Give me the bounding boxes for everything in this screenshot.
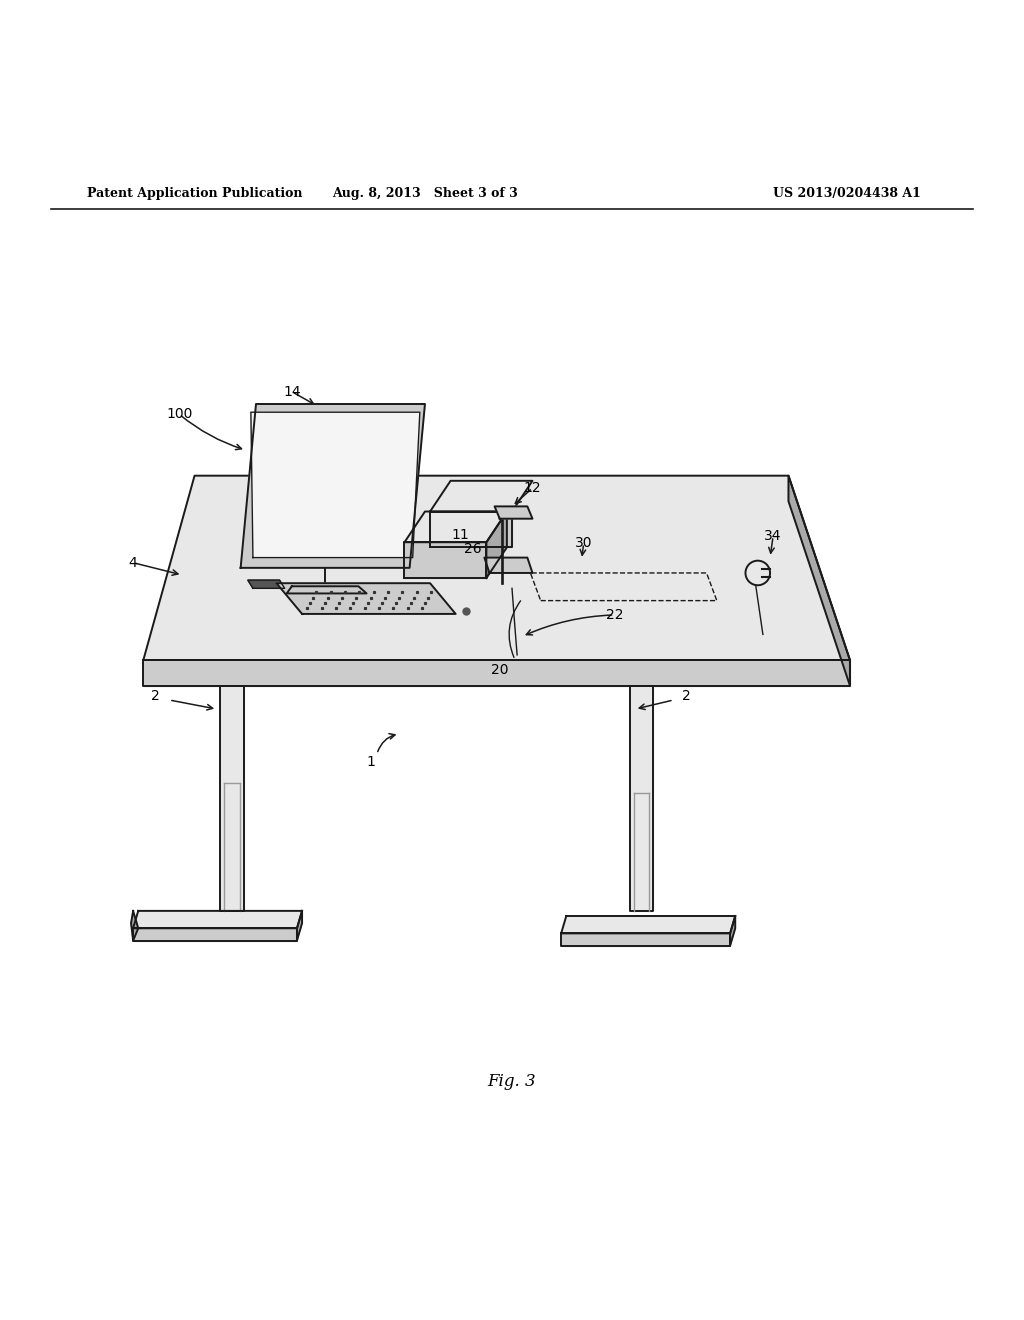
Polygon shape — [561, 916, 735, 933]
Text: 2: 2 — [152, 689, 160, 702]
Text: 22: 22 — [605, 609, 624, 622]
Text: 2: 2 — [682, 689, 690, 702]
Polygon shape — [430, 512, 512, 548]
Text: US 2013/0204438 A1: US 2013/0204438 A1 — [773, 186, 921, 199]
Polygon shape — [404, 543, 486, 578]
Text: 1: 1 — [367, 755, 375, 770]
Polygon shape — [484, 557, 532, 573]
Polygon shape — [788, 475, 850, 685]
Polygon shape — [131, 911, 138, 941]
Text: 34: 34 — [764, 529, 782, 543]
Text: 20: 20 — [490, 663, 509, 677]
Polygon shape — [220, 685, 244, 911]
Polygon shape — [133, 911, 302, 928]
Polygon shape — [133, 928, 297, 941]
Polygon shape — [287, 586, 367, 594]
Polygon shape — [143, 475, 850, 660]
Polygon shape — [404, 512, 507, 543]
Polygon shape — [630, 685, 653, 911]
Text: Aug. 8, 2013   Sheet 3 of 3: Aug. 8, 2013 Sheet 3 of 3 — [332, 186, 518, 199]
Text: 4: 4 — [129, 556, 137, 570]
Text: 11: 11 — [452, 528, 470, 543]
Polygon shape — [248, 579, 285, 589]
Polygon shape — [561, 933, 730, 945]
Polygon shape — [251, 412, 420, 557]
Polygon shape — [730, 916, 735, 945]
Text: 26: 26 — [464, 543, 482, 557]
Polygon shape — [495, 507, 532, 519]
Text: 14: 14 — [283, 384, 301, 399]
Text: 12: 12 — [523, 480, 542, 495]
Polygon shape — [143, 660, 850, 685]
Polygon shape — [297, 911, 302, 941]
Polygon shape — [430, 480, 532, 512]
Text: Patent Application Publication: Patent Application Publication — [87, 186, 302, 199]
Text: Fig. 3: Fig. 3 — [487, 1073, 537, 1090]
Polygon shape — [241, 404, 425, 568]
Text: 100: 100 — [166, 408, 193, 421]
Text: 30: 30 — [574, 536, 593, 550]
Polygon shape — [276, 583, 456, 614]
Polygon shape — [486, 512, 507, 578]
